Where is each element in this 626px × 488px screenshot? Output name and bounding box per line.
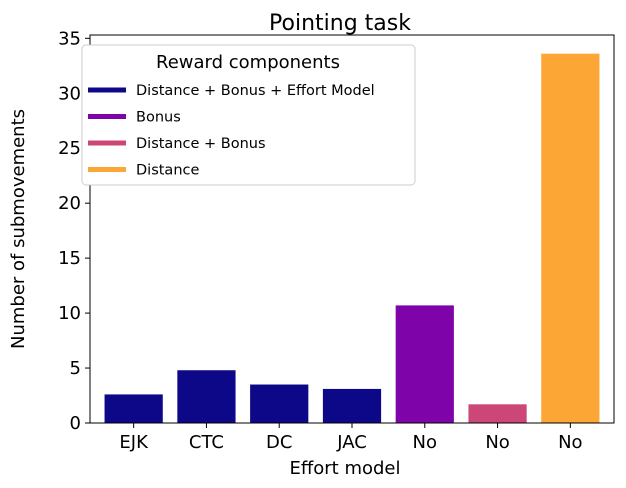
legend-label-1: Distance + Bonus + Effort Model — [136, 83, 375, 99]
legend-label-2: Bonus — [136, 110, 181, 126]
x-tick-label-2: CTC — [189, 432, 224, 453]
y-tick-label-15: 15 — [58, 248, 81, 269]
bar-2 — [177, 370, 236, 423]
bar-3 — [250, 384, 309, 423]
x-tick-label-5: No — [413, 432, 437, 453]
x-axis: EJK CTC DC JAC No No No — [119, 423, 583, 453]
legend-entries: Distance + Bonus + Effort Model Bonus Dist… — [88, 83, 375, 179]
y-tick-label-0: 0 — [70, 413, 81, 434]
bar-7 — [541, 53, 600, 424]
y-tick-label-25: 25 — [58, 138, 81, 159]
legend-title: Reward components — [156, 52, 340, 73]
y-tick-label-20: 20 — [58, 193, 81, 214]
y-tick-label-30: 30 — [58, 83, 81, 104]
legend-label-3: Distance + Bonus — [136, 136, 266, 152]
bar-4 — [322, 388, 382, 423]
x-tick-label-7: No — [558, 432, 582, 453]
x-tick-label-4: JAC — [336, 432, 367, 453]
legend-label-4: Distance — [136, 163, 199, 179]
bar-5 — [395, 305, 454, 423]
x-tick-label-3: DC — [266, 432, 292, 453]
y-axis: 0 5 10 15 20 25 30 35 — [58, 28, 90, 434]
legend: Reward components Distance + Bonus + Eff… — [81, 44, 416, 186]
y-tick-label-10: 10 — [58, 303, 81, 324]
legend-box — [81, 44, 416, 186]
y-axis-label: Number of submovements — [8, 109, 29, 349]
x-tick-label-1: EJK — [119, 432, 149, 453]
y-tick-label-5: 5 — [70, 358, 81, 379]
bar-6 — [468, 404, 527, 423]
y-tick-label-35: 35 — [58, 28, 81, 49]
bar-1 — [104, 394, 163, 423]
chart-title: Pointing task — [269, 11, 411, 36]
x-tick-label-6: No — [485, 432, 509, 453]
bars-group — [104, 53, 600, 424]
x-axis-label: Effort model — [289, 458, 400, 479]
